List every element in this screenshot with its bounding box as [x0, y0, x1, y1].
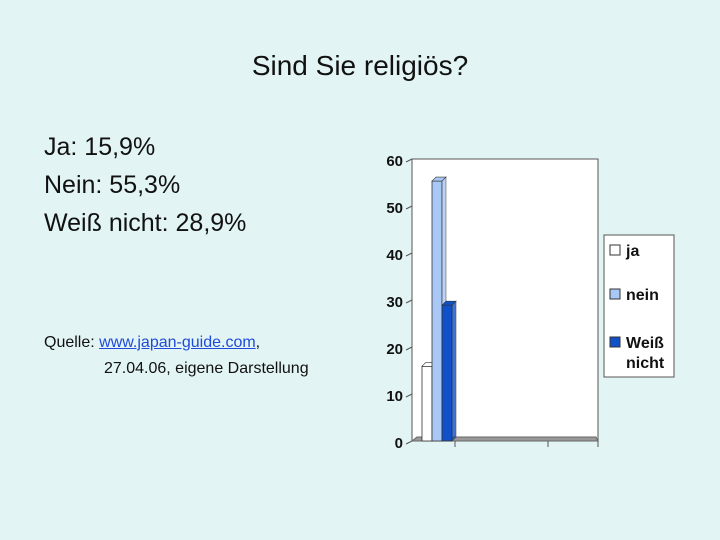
bar-side-2 — [451, 300, 457, 442]
plot-floor — [410, 436, 599, 442]
source-note: Quelle: www.japan-guide.com, 27.04.06, e… — [44, 330, 309, 382]
y-tick-label: 20 — [386, 341, 403, 358]
legend-label-2: nicht — [626, 355, 665, 372]
y-tick-label: 50 — [386, 200, 403, 217]
y-tick-label: 60 — [386, 153, 403, 170]
source-prefix: Quelle: — [44, 334, 100, 351]
stat-ja: Ja: 15,9% — [44, 133, 156, 161]
stats-list: Ja: 15,9% Nein: 55,3% Weiß nicht: 28,9% — [44, 128, 246, 242]
bar-2 — [441, 304, 453, 442]
y-tick — [405, 346, 413, 351]
bar-1 — [431, 180, 443, 442]
y-tick — [405, 299, 413, 304]
legend-label-0: ja — [625, 243, 639, 260]
y-tick — [405, 158, 413, 163]
legend-swatch-1 — [609, 288, 621, 300]
y-tick-label: 10 — [386, 388, 403, 405]
y-tick-label: 40 — [386, 247, 403, 264]
legend-label-2: Weiß — [626, 335, 664, 352]
y-tick-label: 0 — [395, 435, 403, 452]
y-tick — [405, 252, 413, 257]
y-tick — [405, 393, 413, 398]
legend-swatch-0 — [609, 244, 621, 256]
legend-swatch-2 — [609, 336, 621, 348]
stat-nein: Nein: 55,3% — [44, 171, 181, 199]
y-tick — [405, 205, 413, 210]
bar-chart: 0 10 20 30 40 50 60 ja nein Weiß nicht — [386, 153, 675, 452]
stat-weiss-nicht: Weiß nicht: 28,9% — [44, 209, 247, 237]
source-date: 27.04.06, eigene Darstellung — [104, 360, 309, 377]
y-tick-label: 30 — [386, 294, 403, 311]
source-suffix: , — [255, 334, 261, 351]
legend-box — [603, 234, 675, 378]
bar-0 — [421, 365, 433, 442]
source-link[interactable]: www.japan-guide.com — [99, 334, 256, 351]
legend-label-1: nein — [626, 287, 659, 304]
slide-title: Sind Sie religiös? — [251, 50, 469, 81]
